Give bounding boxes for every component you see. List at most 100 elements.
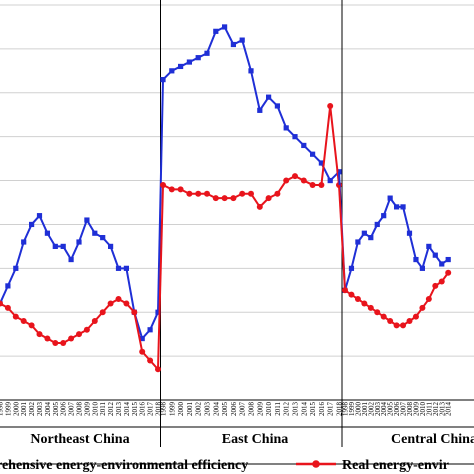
legend-label-blue: rehensive energy-environmental efficienc…	[0, 458, 248, 473]
x-tick-label: 2006	[60, 402, 68, 417]
data-point	[160, 77, 166, 83]
x-tick-label: 2013	[115, 402, 123, 417]
data-point	[107, 300, 114, 307]
data-point	[186, 59, 192, 65]
x-tick-label: 2003	[36, 402, 44, 417]
data-point	[60, 339, 67, 346]
data-point	[147, 357, 154, 364]
data-point	[29, 221, 35, 228]
data-point	[406, 318, 413, 324]
data-point	[348, 291, 355, 298]
x-tick-label: 2013	[438, 402, 446, 417]
data-point	[419, 265, 425, 271]
data-point	[394, 204, 400, 210]
x-tick-label: 2003	[374, 402, 382, 417]
data-point	[354, 296, 361, 303]
data-point	[439, 261, 445, 267]
data-point	[355, 239, 361, 245]
data-point	[256, 203, 263, 210]
data-point	[91, 318, 98, 324]
legend: rehensive energy-environmental efficienc…	[0, 458, 474, 473]
data-point	[406, 230, 413, 236]
data-point	[438, 278, 445, 285]
x-tick-label: 2011	[99, 402, 107, 416]
data-point	[36, 213, 43, 219]
x-tick-label: 2016	[318, 402, 326, 417]
x-tick-label: 2007	[239, 402, 247, 417]
data-point	[13, 265, 19, 271]
x-tick-label: 2009	[256, 402, 264, 417]
x-tick-label: 2008	[76, 402, 84, 417]
x-tick-label: 2004	[44, 402, 52, 417]
x-tick-label: 2004	[212, 402, 220, 417]
data-point	[212, 195, 219, 202]
x-tick-label: 2014	[300, 402, 308, 417]
data-point	[327, 102, 334, 109]
gridlines	[0, 4, 474, 401]
x-tick-label: 2018	[336, 402, 344, 417]
x-tick-label: 2016	[139, 402, 147, 417]
data-point	[239, 190, 246, 197]
x-tick-label: 2009	[83, 402, 91, 417]
data-point	[213, 28, 219, 34]
data-point	[292, 173, 298, 180]
data-point	[84, 217, 90, 223]
x-tick-label: 2005	[52, 402, 60, 417]
data-point	[445, 269, 452, 276]
data-point	[21, 239, 27, 245]
data-point	[5, 283, 11, 289]
x-tick-label: 2007	[400, 402, 408, 417]
data-point	[400, 322, 407, 329]
data-point	[204, 190, 210, 197]
data-point	[257, 107, 263, 113]
data-point	[0, 300, 3, 307]
x-tick-label: 2008	[406, 402, 414, 417]
x-tick-label: 2014	[123, 402, 131, 417]
data-point	[374, 309, 381, 316]
data-point	[239, 37, 245, 43]
data-point	[309, 181, 316, 188]
region-dividers	[0, 0, 474, 447]
data-point	[274, 190, 281, 197]
x-tick-label: 1999	[4, 402, 12, 417]
data-point	[36, 331, 43, 338]
x-tick-label: 2014	[445, 402, 453, 417]
data-point	[412, 313, 419, 320]
data-point	[4, 304, 11, 311]
data-point	[123, 265, 129, 271]
data-point	[387, 195, 393, 201]
data-point	[348, 265, 355, 271]
data-point	[160, 181, 166, 188]
x-tick-label: 2008	[248, 402, 256, 417]
data-point	[381, 213, 387, 219]
x-tick-label: 2012	[432, 402, 440, 417]
data-point	[426, 243, 432, 249]
data-point	[265, 195, 272, 202]
x-tick-label: 1998	[342, 402, 350, 417]
x-tick-label: 2000	[354, 402, 362, 417]
data-point	[52, 243, 58, 249]
data-point	[83, 326, 90, 333]
data-point	[361, 300, 368, 307]
data-point	[139, 335, 145, 342]
data-point	[44, 335, 51, 342]
data-point	[100, 235, 106, 241]
x-tick-label: 2010	[265, 402, 273, 417]
x-tick-label: 2000	[177, 402, 185, 417]
data-point	[283, 177, 290, 184]
x-tick-label: 2003	[204, 402, 212, 417]
data-point	[342, 287, 348, 294]
data-point	[380, 313, 387, 320]
data-point	[115, 296, 122, 303]
data-point	[12, 313, 19, 320]
data-point	[274, 103, 280, 109]
data-point	[186, 190, 193, 197]
comprehensive-efficiency-line	[162, 25, 340, 183]
data-point	[248, 190, 254, 197]
x-tick-label: 2011	[425, 402, 433, 416]
data-point	[52, 339, 59, 346]
data-point	[76, 331, 82, 338]
data-point	[400, 204, 406, 210]
region-labels: Northeast China East China Central China	[30, 432, 474, 447]
